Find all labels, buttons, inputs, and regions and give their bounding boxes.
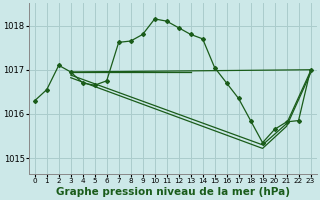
- X-axis label: Graphe pression niveau de la mer (hPa): Graphe pression niveau de la mer (hPa): [56, 187, 290, 197]
